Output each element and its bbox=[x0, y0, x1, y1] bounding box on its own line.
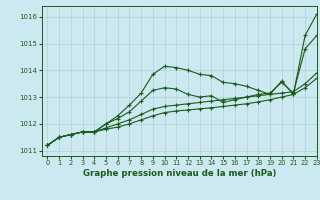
X-axis label: Graphe pression niveau de la mer (hPa): Graphe pression niveau de la mer (hPa) bbox=[83, 169, 276, 178]
